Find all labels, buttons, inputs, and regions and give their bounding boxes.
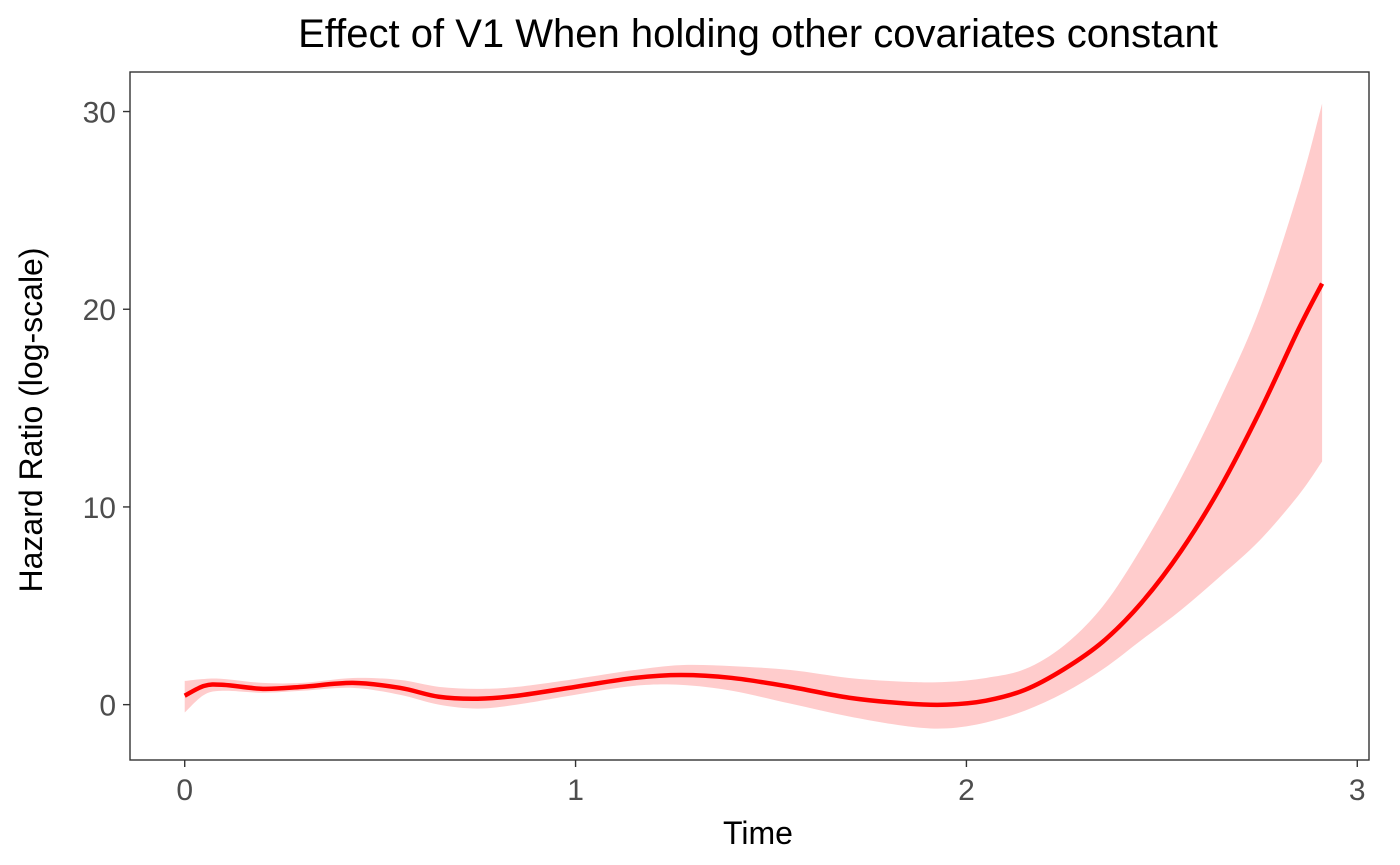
confidence-band-layer (184, 103, 1323, 729)
plot-panel-border (129, 71, 1370, 761)
y-axis: 0 10 20 30 (83, 97, 130, 723)
series-line-layer (183, 282, 1325, 708)
x-axis-title: Time (723, 815, 793, 851)
x-tick-label: 0 (176, 774, 193, 807)
chart-title: Effect of V1 When holding other covariat… (298, 12, 1218, 56)
x-tick-label: 3 (1349, 774, 1366, 807)
x-tick-label: 1 (567, 774, 584, 807)
y-tick-label: 30 (83, 97, 116, 130)
y-tick-label: 0 (99, 690, 116, 723)
y-tick-label: 10 (83, 492, 116, 525)
y-tick-label: 20 (83, 294, 116, 327)
y-axis-title: Hazard Ratio (log-scale) (13, 247, 49, 592)
x-tick-label: 2 (958, 774, 975, 807)
x-axis: 0 1 2 3 (176, 760, 1366, 807)
confidence-band (184, 103, 1323, 729)
hazard-ratio-line (183, 282, 1325, 708)
